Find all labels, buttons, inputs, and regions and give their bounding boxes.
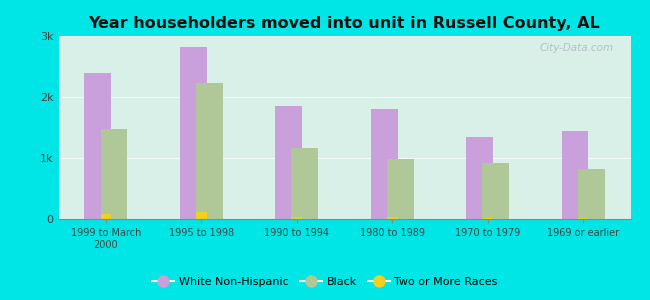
- Bar: [578, 218, 588, 219]
- Bar: [291, 148, 318, 219]
- Bar: [371, 109, 398, 219]
- Bar: [196, 212, 207, 219]
- Bar: [196, 83, 223, 219]
- Bar: [387, 159, 413, 219]
- Bar: [578, 169, 604, 219]
- Bar: [101, 129, 127, 219]
- Bar: [84, 73, 111, 219]
- Legend: White Non-Hispanic, Black, Two or More Races: White Non-Hispanic, Black, Two or More R…: [148, 273, 502, 291]
- Text: City-Data.com: City-Data.com: [540, 43, 614, 53]
- Bar: [276, 106, 302, 219]
- Bar: [482, 218, 493, 219]
- Bar: [291, 217, 302, 219]
- Bar: [466, 137, 493, 219]
- Bar: [387, 217, 398, 219]
- Bar: [482, 163, 509, 219]
- Bar: [180, 47, 207, 219]
- Title: Year householders moved into unit in Russell County, AL: Year householders moved into unit in Rus…: [88, 16, 601, 31]
- Bar: [101, 214, 111, 219]
- Bar: [562, 130, 588, 219]
